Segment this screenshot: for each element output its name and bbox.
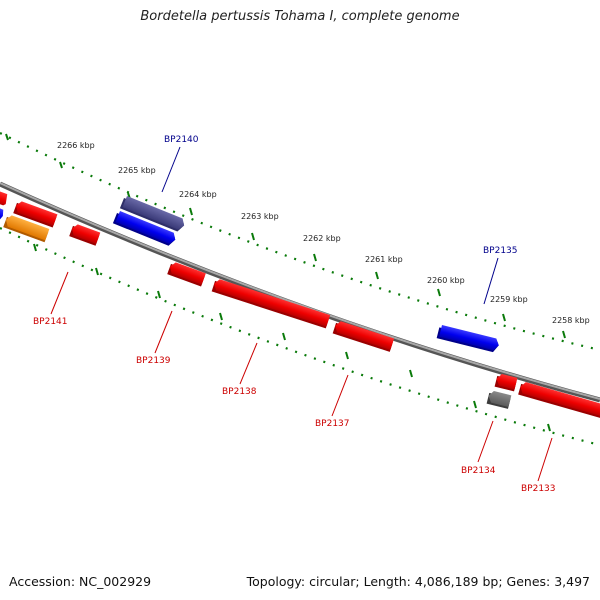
- gene-label-reverse: BP2141: [33, 317, 68, 327]
- scale-label: 2261 kbp: [365, 255, 403, 264]
- gene-bp2140-blue[interactable]: [112, 210, 178, 247]
- genome-summary-text: Topology: circular; Length: 4,086,189 bp…: [246, 574, 590, 589]
- gene-label-forward: BP2140: [164, 135, 199, 145]
- gene-edge-red[interactable]: [0, 190, 9, 206]
- gene-bp2135[interactable]: [436, 325, 501, 354]
- scale-label: 2262 kbp: [303, 234, 341, 243]
- reverse-leaders: [50, 271, 553, 482]
- gene-bp2138[interactable]: [211, 278, 331, 329]
- gene-label-reverse: BP2138: [222, 387, 257, 397]
- gene-label-reverse: BP2139: [136, 356, 171, 366]
- scale-labels: 2266 kbp 2265 kbp 2264 kbp 2263 kbp 2262…: [57, 141, 590, 325]
- lower-tick-track: [0, 227, 600, 447]
- map-title: Bordetella pertussis Tohama I, complete …: [140, 9, 460, 24]
- scale-label: 2259 kbp: [490, 295, 528, 304]
- gene-bp2137[interactable]: [332, 320, 395, 352]
- major-ticks: [5, 133, 566, 432]
- forward-leaders: [161, 146, 499, 305]
- scale-label: 2260 kbp: [427, 276, 465, 285]
- gene-label-reverse: BP2133: [521, 484, 556, 494]
- reverse-genes: [0, 190, 600, 420]
- gene-bp2134[interactable]: [486, 390, 512, 409]
- genome-backbone: [0, 181, 600, 403]
- scale-label: 2258 kbp: [552, 316, 590, 325]
- gene-label-reverse: BP2137: [315, 419, 350, 429]
- forward-gene-labels: BP2140 BP2135: [164, 135, 518, 256]
- gene-bp2139[interactable]: [167, 261, 206, 287]
- gene-edge-blue[interactable]: [0, 206, 5, 222]
- scale-label: 2265 kbp: [118, 166, 156, 175]
- reverse-gene-labels: BP2141 BP2139 BP2138 BP2137 BP2134 BP213…: [33, 317, 556, 494]
- gene-bp2133[interactable]: [518, 381, 600, 420]
- scale-label: 2263 kbp: [241, 212, 279, 221]
- gene-bp2140[interactable]: [119, 195, 186, 233]
- scale-label: 2264 kbp: [179, 190, 217, 199]
- gene-bp2141-b[interactable]: [69, 223, 101, 246]
- gene-bp2134-red[interactable]: [494, 373, 518, 392]
- accession-text: Accession: NC_002929: [9, 574, 152, 589]
- forward-genes: [0, 195, 501, 354]
- gene-label-forward: BP2135: [483, 246, 518, 256]
- gene-bp2141-orange[interactable]: [3, 214, 50, 243]
- gene-bp2141-a[interactable]: [13, 200, 58, 228]
- scale-label: 2266 kbp: [57, 141, 95, 150]
- gene-label-reverse: BP2134: [461, 466, 496, 476]
